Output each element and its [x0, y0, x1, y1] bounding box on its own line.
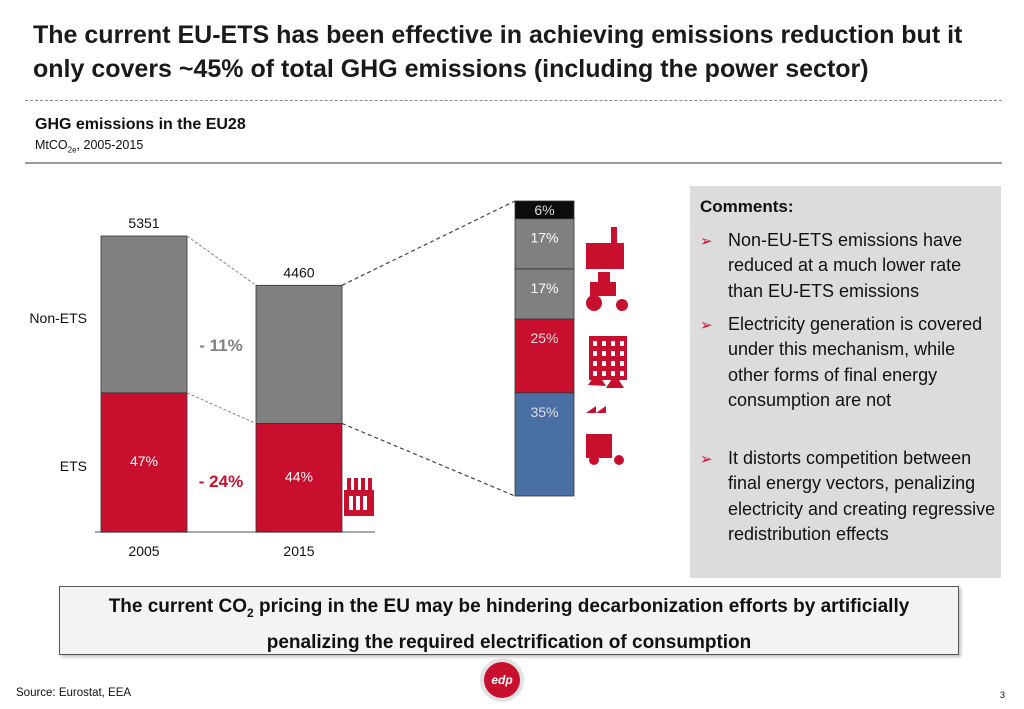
tractor-wheel — [616, 299, 628, 311]
building-window — [611, 351, 615, 356]
page-number: 3 — [1000, 690, 1006, 700]
title-divider — [25, 100, 1002, 101]
comments-panel — [690, 186, 1001, 578]
ets-factory-icon — [344, 478, 374, 516]
building-window — [593, 341, 597, 346]
truck-wheel — [589, 455, 599, 465]
comment-item: Non-EU-ETS emissions have reduced at a m… — [728, 230, 963, 301]
factory-chimney — [361, 478, 365, 496]
total-label-2015: 4460 — [283, 264, 314, 280]
building-window — [620, 371, 624, 376]
building-window — [620, 361, 624, 366]
factory-chimney — [611, 227, 617, 245]
tractor-wheel — [586, 295, 602, 311]
factory-body — [586, 243, 624, 269]
detail-segment-2 — [514, 268, 575, 320]
bullet-arrow-icon: ➢ — [700, 233, 713, 250]
svg-text:edp: edp — [491, 673, 512, 687]
ets-share-label-2005: 47% — [130, 453, 158, 469]
chart-unit: MtCO2e, 2005-2015 — [35, 138, 144, 155]
building-window — [593, 351, 597, 356]
emissions-chart: 5351 47% 2005 4460 44% 2015 Non-ETS ETS - 11% - 2… — [29, 200, 628, 559]
edp-logo: edp — [480, 658, 524, 702]
page-title: The current EU-ETS has been effective in… — [33, 21, 963, 83]
building-window — [620, 351, 624, 356]
category-label-2015: 2015 — [283, 543, 314, 559]
detail-label-4: 6% — [534, 202, 554, 218]
comment-item: Electricity generation is covered under … — [728, 314, 983, 410]
building-window — [602, 371, 606, 376]
detail-segment-1 — [514, 318, 575, 394]
change-label-ets: - 24% — [199, 472, 243, 491]
tractor-icon — [586, 272, 628, 311]
truck-wheel — [614, 455, 624, 465]
comments-title: Comments: — [700, 197, 794, 216]
connector-detail-bottom — [341, 422, 516, 497]
category-label-2005: 2005 — [128, 543, 159, 559]
detail-segment-4 — [514, 200, 575, 220]
detail-segment-3 — [514, 218, 575, 270]
factory-chimney — [368, 478, 372, 496]
bar-non-ets-2015 — [255, 284, 343, 424]
building-window — [602, 341, 606, 346]
building-window — [611, 361, 615, 366]
truck-icon — [586, 434, 624, 465]
total-label-2005: 5351 — [128, 215, 159, 231]
building-window — [602, 351, 606, 356]
tractor-cab — [598, 272, 610, 284]
truck-cargo — [586, 434, 612, 458]
factory-chimney — [354, 478, 358, 496]
chart-title: GHG emissions in the EU28 — [35, 116, 246, 133]
building-window — [620, 341, 624, 346]
ets-share-label-2015: 44% — [285, 468, 313, 484]
bullet-arrow-icon: ➢ — [700, 317, 713, 334]
building-window — [611, 371, 615, 376]
conclusion-box — [59, 586, 959, 655]
subheader-divider — [25, 162, 1002, 164]
detail-label-3: 17% — [530, 230, 558, 246]
connector-ets — [186, 392, 257, 424]
comment-item: It distorts competition between final en… — [728, 448, 996, 544]
factory-window — [349, 496, 353, 510]
building-window — [593, 361, 597, 366]
recycle-arrow — [606, 374, 624, 388]
detail-segment-0 — [514, 392, 575, 497]
factory-roof — [586, 406, 606, 413]
bar-non-ets-2005 — [100, 235, 188, 394]
building-window — [602, 361, 606, 366]
tractor-body — [590, 282, 616, 296]
building-icon — [589, 336, 627, 380]
detail-label-0: 35% — [530, 404, 558, 420]
connector-detail-top — [341, 200, 516, 286]
detail-label-2: 17% — [530, 280, 558, 296]
connector-non-ets — [186, 235, 257, 286]
conclusion-text: The current CO2 pricing in the EU may be… — [108, 596, 910, 653]
detail-label-1: 25% — [530, 330, 558, 346]
building-window — [593, 371, 597, 376]
factory-window — [363, 496, 367, 510]
factory-chimney — [347, 478, 351, 496]
series-label-non-ets: Non-ETS — [29, 310, 87, 326]
series-label-ets: ETS — [60, 458, 87, 474]
factory-window — [356, 496, 360, 510]
change-label-non-ets: - 11% — [199, 336, 242, 355]
source-note: Source: Eurostat, EEA — [16, 687, 132, 699]
building-window — [611, 341, 615, 346]
bullet-arrow-icon: ➢ — [700, 451, 713, 468]
factory-icon — [586, 227, 624, 413]
bar-ets-2015 — [255, 423, 343, 533]
bar-ets-2005 — [100, 392, 188, 533]
